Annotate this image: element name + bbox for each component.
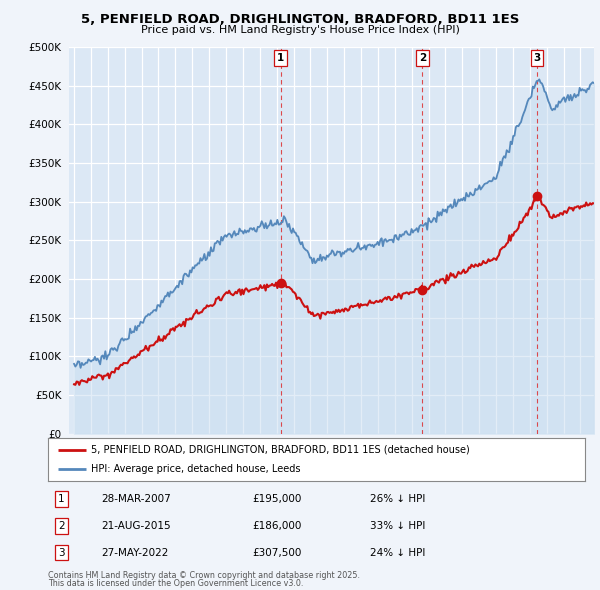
Text: Price paid vs. HM Land Registry's House Price Index (HPI): Price paid vs. HM Land Registry's House … (140, 25, 460, 35)
Text: 3: 3 (533, 53, 541, 63)
Text: 27-MAY-2022: 27-MAY-2022 (102, 548, 169, 558)
Text: £195,000: £195,000 (252, 494, 301, 504)
Text: This data is licensed under the Open Government Licence v3.0.: This data is licensed under the Open Gov… (48, 579, 304, 588)
Text: 21-AUG-2015: 21-AUG-2015 (102, 521, 172, 530)
Text: 5, PENFIELD ROAD, DRIGHLINGTON, BRADFORD, BD11 1ES (detached house): 5, PENFIELD ROAD, DRIGHLINGTON, BRADFORD… (91, 445, 470, 455)
Text: 26% ↓ HPI: 26% ↓ HPI (370, 494, 425, 504)
Text: HPI: Average price, detached house, Leeds: HPI: Average price, detached house, Leed… (91, 464, 301, 474)
Text: 1: 1 (277, 53, 284, 63)
Text: 28-MAR-2007: 28-MAR-2007 (102, 494, 172, 504)
Text: 2: 2 (58, 521, 65, 530)
Text: £307,500: £307,500 (252, 548, 301, 558)
Text: 5, PENFIELD ROAD, DRIGHLINGTON, BRADFORD, BD11 1ES: 5, PENFIELD ROAD, DRIGHLINGTON, BRADFORD… (81, 13, 519, 26)
Text: 24% ↓ HPI: 24% ↓ HPI (370, 548, 425, 558)
Text: 33% ↓ HPI: 33% ↓ HPI (370, 521, 425, 530)
Text: £186,000: £186,000 (252, 521, 301, 530)
Text: 2: 2 (419, 53, 426, 63)
Text: 3: 3 (58, 548, 65, 558)
Text: Contains HM Land Registry data © Crown copyright and database right 2025.: Contains HM Land Registry data © Crown c… (48, 571, 360, 580)
Text: 1: 1 (58, 494, 65, 504)
